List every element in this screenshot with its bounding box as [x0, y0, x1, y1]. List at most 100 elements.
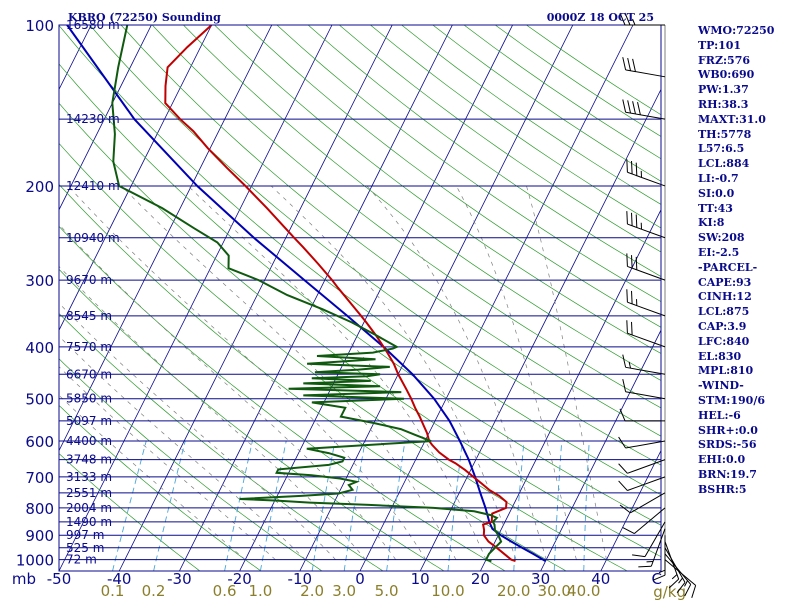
- pressure-tick-label: 500: [25, 391, 54, 409]
- wind-barb-staff: [644, 521, 666, 557]
- height-label: 8545 m: [66, 309, 112, 323]
- dry-adiabat-line: [59, 102, 661, 558]
- wind-barb-half-flag: [678, 577, 683, 584]
- wind-barb-flag: [631, 290, 633, 304]
- dry-adiabat-line: [59, 225, 506, 571]
- height-label: 16580 m: [66, 18, 120, 32]
- height-label: 9670 m: [66, 273, 112, 287]
- temperature-tick-label: 30: [531, 570, 550, 588]
- wind-barb-flag: [652, 574, 666, 581]
- sounding-index: CAP:3.9: [698, 319, 747, 333]
- sounding-index: RH:38.3: [698, 97, 749, 111]
- mixing-ratio-tick-label: 0.2: [142, 582, 166, 600]
- dry-adiabat-line: [276, 25, 661, 303]
- wind-barb-flag: [676, 582, 686, 594]
- sounding-index: LCL:875: [698, 305, 750, 319]
- sounding-index: TP:101: [698, 38, 742, 52]
- isotherm-line: [59, 25, 333, 571]
- temperature-tick-label: 0: [355, 570, 365, 588]
- isotherm-line: [59, 25, 273, 452]
- temperature-tick-label: 40: [591, 570, 610, 588]
- wind-barb-flag: [619, 12, 626, 26]
- dry-adiabat-line: [59, 453, 201, 571]
- sounding-index: LFC:840: [698, 334, 750, 348]
- sounding-index: STM:190/6: [698, 393, 765, 407]
- wind-barb-flag: [626, 253, 628, 267]
- mixing-ratio-line: [513, 441, 525, 571]
- mixing-ratio-line: [447, 441, 463, 571]
- wind-barb-flag: [622, 527, 635, 535]
- isotherm-line: [179, 25, 453, 571]
- plot-frame: [58, 24, 662, 572]
- isotherm-line: [59, 25, 152, 211]
- mixing-ratio-line: [553, 441, 563, 571]
- wind-barb-flag: [627, 100, 632, 114]
- mixing-ratio-tick-label: 5.0: [375, 582, 399, 600]
- wind-barb-flag: [635, 162, 638, 176]
- wind-barb-flag: [618, 463, 628, 474]
- isotherm-line: [480, 208, 661, 571]
- dry-adiabat-line: [59, 63, 661, 526]
- wind-barb-flag: [631, 255, 633, 269]
- sounding-index: HEL:-6: [698, 408, 741, 422]
- sounding-index: WMO:72250: [698, 24, 775, 37]
- sounding-index: BRN:19.7: [698, 467, 757, 481]
- dry-adiabat-line: [59, 268, 445, 571]
- sounding-index: SW:208: [698, 231, 745, 245]
- height-label: 3133 m: [66, 470, 112, 484]
- dry-adiabat-line: [59, 183, 567, 571]
- wind-barb-half-flag: [632, 18, 636, 26]
- sounding-index: SRDS:-56: [698, 438, 757, 452]
- isotherm-line: [419, 88, 661, 571]
- sounding-index: TT:43: [698, 201, 733, 215]
- height-label: 3748 m: [66, 453, 112, 467]
- isotherm-line: [239, 25, 513, 571]
- isotherm-line: [118, 25, 393, 571]
- mixing-ratio-line: [112, 440, 147, 571]
- temperature-tick-label: 20: [471, 570, 490, 588]
- mixing-ratio-line: [386, 441, 406, 571]
- wind-barb-staff: [627, 265, 666, 281]
- pressure-tick-label: 100: [25, 17, 54, 35]
- sounding-index: -WIND-: [698, 379, 744, 393]
- dry-adiabat-line: [245, 25, 661, 328]
- wind-barb-half-flag: [628, 361, 632, 369]
- wind-barb-flag: [691, 585, 697, 598]
- pressure-tick-label: 1000: [16, 552, 54, 570]
- wind-barb-flag: [618, 436, 627, 449]
- height-label: 1490 m: [66, 515, 112, 529]
- mixing-ratio-line: [583, 441, 590, 571]
- wind-barb-flag: [632, 554, 646, 558]
- sounding-index: WB0:690: [698, 68, 755, 82]
- mixing-ratio-tick-label: 0.6: [213, 582, 237, 600]
- wind-barb-flag: [622, 378, 627, 392]
- wind-barb-flag: [627, 57, 632, 71]
- height-label: 2551 m: [66, 486, 112, 500]
- profile-traces: [66, 25, 547, 563]
- mixing-ratio-line: [259, 441, 287, 571]
- wind-barb-flag: [626, 159, 628, 173]
- moist-adiabat-line: [456, 185, 577, 560]
- wind-barb-flag: [618, 480, 628, 491]
- wind-barb-half-flag: [684, 580, 688, 587]
- wind-barb-flag: [632, 101, 636, 115]
- moist-adiabat-line: [366, 185, 547, 560]
- sounding-index: CINH:12: [698, 290, 752, 304]
- height-label: 5097 m: [66, 414, 112, 428]
- sounding-index: CAPE:93: [698, 275, 752, 289]
- wind-barb-staff: [627, 476, 666, 491]
- wind-barb-flag: [668, 578, 680, 589]
- background-reference-lines: [59, 25, 661, 571]
- dry-adiabat-line: [120, 25, 661, 437]
- mixing-ratio-tick-label: 40.0: [567, 582, 600, 600]
- wind-barb-staff: [625, 69, 666, 78]
- mixing-ratio-line: [343, 441, 366, 571]
- sounding-index: KI:8: [698, 216, 725, 230]
- pressure-axis-label: mb: [12, 570, 36, 588]
- pressure-tick-label: 800: [25, 500, 54, 518]
- mixing-ratio-line: [153, 440, 186, 571]
- sounding-index: MPL:810: [698, 364, 754, 378]
- height-label: 7570 m: [66, 340, 112, 354]
- wind-barb-staff: [625, 440, 666, 449]
- wind-barb-staff: [627, 171, 666, 187]
